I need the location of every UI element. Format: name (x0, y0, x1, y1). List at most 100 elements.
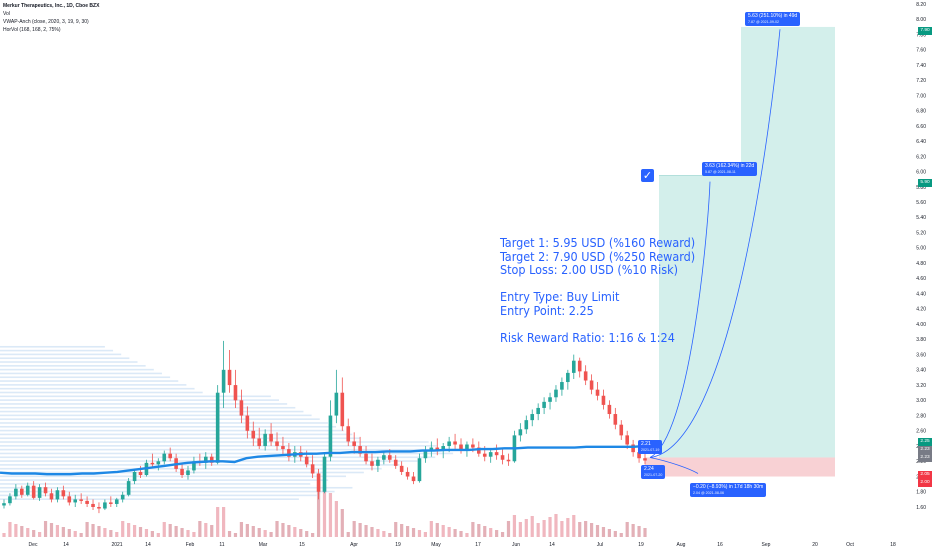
volume-bar (156, 533, 160, 537)
price-tag: 7.90 (918, 27, 932, 35)
volume-profile-bar (0, 448, 445, 451)
target1-label-main: 3.63 (162.34%) in 22d (705, 163, 755, 169)
candle-body (566, 372, 570, 383)
volume-bar (61, 527, 65, 537)
candle-body (358, 446, 362, 454)
y-tick-label: 1.60 (916, 505, 926, 511)
volume-bar (542, 520, 546, 537)
y-tick-label: 6.80 (916, 109, 926, 115)
candle-body (168, 453, 172, 459)
candle-body (109, 502, 113, 504)
x-tick-label: 11 (219, 542, 224, 548)
volume-bar (584, 521, 588, 537)
y-tick-label: 1.80 (916, 490, 926, 496)
candle-body (548, 397, 552, 402)
candle-body (31, 485, 36, 498)
volume-bar (186, 530, 190, 537)
arrow-loss (649, 457, 699, 474)
volume-bar (536, 523, 540, 537)
annotation-entry-point: Entry Point: 2.25 (500, 302, 594, 318)
volume-bar (275, 521, 279, 537)
candle-body (453, 441, 457, 445)
volume-profile-bar (0, 368, 154, 371)
volume-bar (174, 526, 178, 537)
arrow-target1 (649, 181, 711, 458)
indicator-vol[interactable]: Vol (3, 11, 10, 17)
y-tick-label: 2.60 (916, 429, 926, 435)
candle-body (506, 459, 511, 462)
candle-body (91, 503, 95, 507)
y-tick-label: 4.00 (916, 322, 926, 328)
checkbox-icon[interactable]: ✓ (641, 169, 654, 182)
volume-profile-bar (0, 429, 345, 432)
y-tick-label: 2.20 (916, 459, 926, 465)
candle-body (601, 395, 606, 405)
volume-bars (2, 477, 647, 537)
volume-bar (423, 532, 427, 537)
entry-label-main: 2.21 (641, 441, 651, 447)
loss-label-main: −0.20 (−8.93%) in 17d 18h 30m (693, 484, 764, 490)
volume-bar (405, 526, 410, 537)
x-tick-label: 15 (299, 542, 305, 548)
candle-body (471, 444, 475, 448)
candle-body (310, 464, 315, 474)
candle-body (61, 490, 66, 497)
volume-bar (239, 522, 244, 537)
candle-body (239, 400, 244, 416)
candle-body (8, 496, 12, 504)
y-tick-label: 8.00 (916, 17, 926, 23)
target1-zone (659, 175, 741, 458)
y-tick-label: 6.60 (916, 124, 926, 130)
x-tick-label: Apr (350, 542, 358, 548)
volume-profile-bar (0, 403, 288, 405)
volume-profile-bar (0, 387, 195, 390)
stop-label[interactable]: 2.24 2021-07-20 (641, 465, 666, 479)
y-tick-label: 4.60 (916, 276, 926, 282)
volume-bar (144, 529, 149, 537)
target2-label-main: 5.63 (251.10%) in 49d (748, 13, 798, 19)
price-tag: 2.00 (918, 479, 932, 487)
trade-plan-annotation: Target 1: 5.95 USD (%160 Reward) Target … (500, 236, 695, 344)
y-tick-label: 5.60 (916, 200, 926, 206)
indicator-vwap[interactable]: VWAP-Anch (close, 2020, 3, 19, 9, 30) (3, 19, 89, 25)
volume-bar (524, 519, 528, 537)
volume-bar (471, 522, 475, 537)
candle-body (417, 458, 422, 482)
volume-profile-bar (0, 395, 271, 398)
volume-bar (518, 522, 522, 537)
candle-body (382, 455, 386, 460)
candle-body (352, 441, 356, 447)
candle-body (429, 447, 434, 451)
candle-body (542, 401, 546, 408)
volume-bar (138, 527, 143, 537)
indicator-horvol[interactable]: HorVol (168, 168, 2, 75%) (3, 27, 61, 33)
target1-label[interactable]: 3.63 (162.34%) in 22d 5.87 @ 2021-08-11 (702, 162, 758, 176)
volume-bar (227, 531, 232, 537)
candle-body (221, 369, 226, 393)
candle-body (79, 499, 83, 501)
volume-profile-bar (0, 433, 353, 436)
volume-bar (103, 528, 107, 537)
volume-profile-bar (0, 345, 105, 348)
volume-bar (216, 507, 220, 537)
loss-label[interactable]: −0.20 (−8.93%) in 17d 18h 30m 2.04 @ 202… (690, 483, 767, 497)
volume-bar (572, 515, 576, 537)
volume-profile-bar (0, 467, 382, 470)
candle-body (126, 481, 131, 495)
target2-label[interactable]: 5.63 (251.10%) in 49d 7.87 @ 2021-09-02 (745, 12, 801, 26)
candle-body (518, 429, 523, 436)
volume-bar (589, 523, 594, 537)
candle-body (114, 499, 119, 504)
volume-profile (0, 345, 454, 500)
candle-body (637, 452, 641, 459)
volume-bar (441, 525, 445, 537)
entry-label[interactable]: 2.21 2021-07-19 (638, 440, 663, 454)
y-tick-label: 3.80 (916, 337, 926, 343)
volume-bar (281, 523, 285, 537)
volume-bar (352, 521, 356, 537)
volume-bar (364, 525, 368, 537)
entry-label-sub: 2021-07-19 (641, 448, 660, 452)
candle-body (631, 444, 635, 453)
candle-body (435, 447, 440, 451)
